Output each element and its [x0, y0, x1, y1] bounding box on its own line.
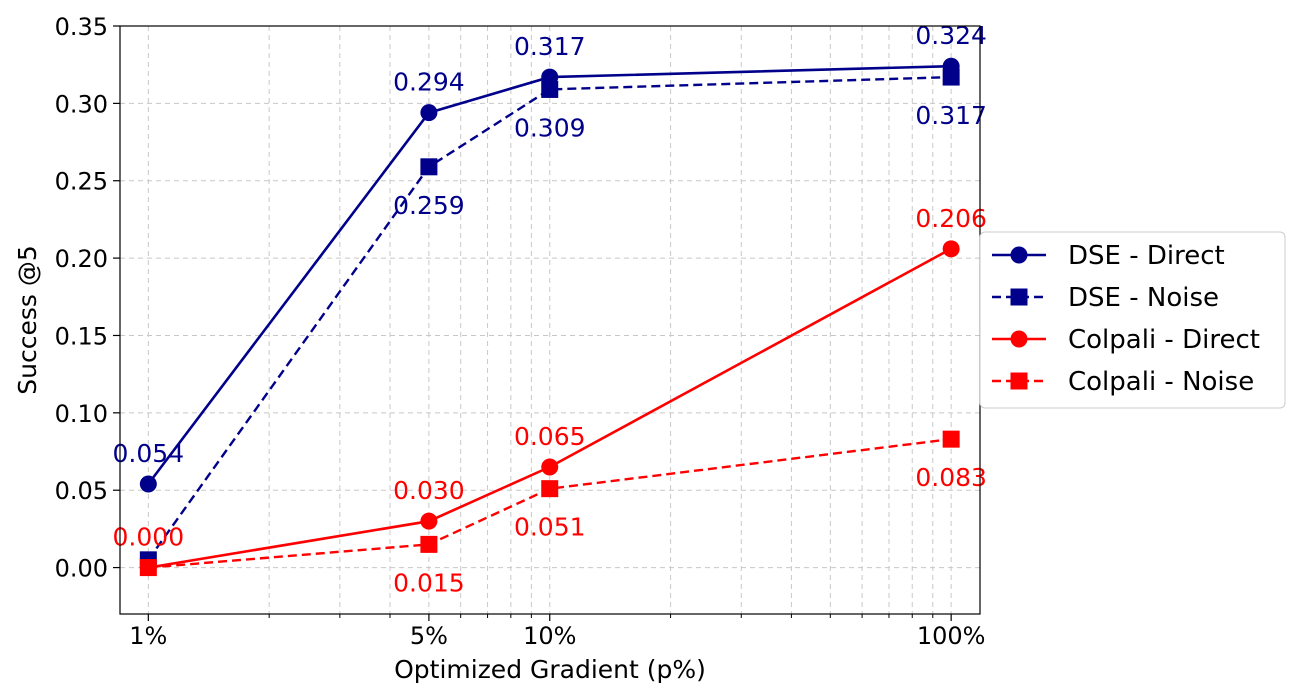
data-label: 0.317: [915, 101, 987, 130]
data-point: [420, 535, 438, 553]
data-point: [139, 475, 157, 493]
data-label: 0.065: [514, 422, 586, 451]
data-point: [139, 559, 157, 577]
y-axis-title: Success @5: [13, 245, 42, 395]
y-tick-label: 0.15: [55, 322, 108, 350]
data-point: [420, 512, 438, 530]
legend-marker: [1010, 288, 1028, 306]
data-label: 0.206: [915, 204, 987, 233]
axes: 1% 5% 10% 100% 0.00 0.05 0.10 0.15 0.20 0.25 0.30 0…: [55, 13, 986, 650]
legend-entry-dse-noise: DSE - Noise: [992, 283, 1219, 313]
y-tick-label: 0.20: [55, 245, 108, 273]
series-line: [147, 64, 952, 485]
data-point: [541, 480, 559, 498]
legend-label: Colpali - Noise: [1068, 367, 1254, 397]
legend-label: DSE - Noise: [1068, 283, 1219, 313]
x-tick-label: 5%: [410, 622, 448, 650]
data-point: [420, 104, 438, 122]
legend-entry-colpali-direct: Colpali - Direct: [992, 325, 1260, 355]
data-label: 0.030: [393, 476, 465, 505]
data-point: [942, 68, 960, 86]
legend-entry-dse-direct: DSE - Direct: [992, 241, 1225, 271]
data-point: [942, 240, 960, 258]
data-label: 0.294: [393, 68, 465, 97]
data-point: [541, 80, 559, 98]
legend-marker: [1010, 330, 1028, 348]
legend-marker: [1010, 372, 1028, 390]
data-point: [420, 158, 438, 176]
data-label: 0.083: [915, 463, 987, 492]
data-label: 0.015: [393, 568, 465, 597]
legend: DSE - Direct DSE - Noise Colpali - Direct C…: [979, 231, 1286, 409]
data-label: 0.317: [514, 32, 586, 61]
data-label: 0.051: [514, 513, 586, 542]
legend-label: Colpali - Direct: [1068, 325, 1260, 355]
y-tick-label: 0.00: [55, 555, 108, 583]
y-tick-label: 0.05: [55, 477, 108, 505]
series-line: [147, 75, 952, 561]
data-point: [942, 430, 960, 448]
series-colpali-noise: [139, 430, 960, 577]
x-tick-label: 1%: [129, 622, 167, 650]
x-tick-label: 100%: [917, 622, 986, 650]
series-line: [148, 437, 952, 569]
y-tick-label: 0.25: [55, 168, 108, 196]
legend-label: DSE - Direct: [1068, 241, 1225, 271]
data-label: 0.259: [393, 191, 465, 220]
data-label: 0.054: [113, 439, 185, 468]
data-point: [541, 458, 559, 476]
data-label: 0.309: [514, 113, 586, 142]
series-line: [148, 247, 952, 569]
y-tick-label: 0.10: [55, 400, 108, 428]
x-axis-title: Optimized Gradient (p%): [394, 655, 706, 684]
y-tick-label: 0.30: [55, 90, 108, 118]
x-tick-label: 10%: [523, 622, 576, 650]
y-tick-label: 0.35: [55, 13, 108, 41]
legend-box: [979, 231, 1286, 409]
series-layer: [139, 57, 960, 577]
legend-marker: [1010, 246, 1028, 264]
data-label: 0.000: [113, 523, 185, 552]
legend-entry-colpali-noise: Colpali - Noise: [992, 367, 1254, 397]
